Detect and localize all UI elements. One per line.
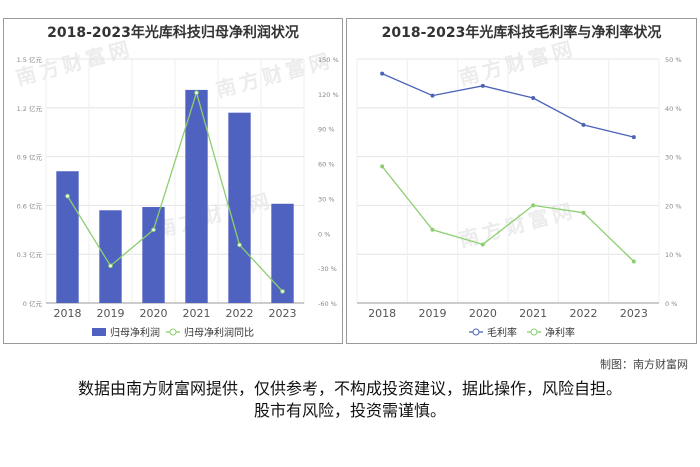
series-line	[381, 73, 634, 138]
y-right-tick-label: 30 %	[665, 154, 682, 162]
net-profit-chart-panel: 南方财富网 南方财富网 南方财富网 0 亿元 0.3 亿元 0.6 亿元 0.9 亿元…	[3, 18, 343, 344]
y-right-tick-label: -30 %	[318, 265, 337, 273]
legend-label: 净利率	[545, 326, 575, 339]
disclaimer-line: 股市有风险，投资需谨慎。	[253, 401, 446, 420]
y-left-tick-label: 0.9 亿元	[17, 153, 43, 162]
legend-swatch	[169, 328, 177, 336]
y-right-tick-label: 0 %	[318, 230, 330, 238]
data-point	[581, 122, 586, 127]
y-right-tick-label: 10 %	[665, 251, 682, 259]
data-point	[480, 83, 485, 88]
chart-title: 2018-2023年光库科技归母净利润状况	[47, 25, 299, 41]
x-tick-label: 2022	[226, 307, 254, 320]
x-tick-label: 2021	[519, 307, 547, 320]
legend-swatch	[92, 328, 106, 336]
data-point	[531, 96, 536, 101]
data-point	[480, 242, 485, 247]
bar	[99, 210, 122, 303]
x-tick-label: 2018	[54, 307, 82, 320]
y-left-tick-label: 0 亿元	[23, 299, 43, 308]
y-right-tick-label: 60 %	[318, 161, 335, 169]
y-right-tick-label: 150 %	[318, 56, 339, 64]
data-point	[631, 259, 636, 264]
bar	[56, 171, 79, 303]
bar	[228, 112, 251, 304]
bar	[142, 207, 165, 303]
chart-title: 2018-2023年光库科技毛利率与净利率状况	[381, 25, 662, 41]
y-right-tick-label: 40 %	[665, 105, 682, 113]
y-right-tick-label: 120 %	[318, 91, 339, 99]
x-tick-label: 2018	[368, 307, 396, 320]
yoy-series-line	[66, 90, 283, 292]
data-point	[581, 210, 586, 215]
yoy-point	[194, 90, 199, 95]
y-left-tick-label: 0.3 亿元	[17, 250, 43, 259]
y-right-tick-label: 0 %	[665, 300, 677, 308]
x-tick-label: 2019	[419, 307, 447, 320]
y-right-tick-label: 90 %	[318, 126, 335, 134]
yoy-point	[237, 242, 242, 248]
disclaimer-line: 数据由南方财富网提供，仅供参考，不构成投资建议，据此操作，风险自担。	[77, 379, 622, 398]
x-tick-label: 2020	[469, 307, 497, 320]
x-tick-label: 2022	[570, 307, 598, 320]
x-tick-label: 2023	[620, 307, 648, 320]
x-tick-label: 2021	[183, 307, 211, 320]
margin-chart-panel: 南方财富网 南方财富网 0 % 10 % 20 % 30 % 40 % 50 % 2018 2…	[346, 18, 697, 344]
data-point	[380, 164, 385, 169]
data-point	[531, 203, 536, 208]
data-point	[631, 135, 636, 140]
credit-label: 制图：南方财富网	[600, 358, 688, 371]
y-right-tick-label: 50 %	[665, 56, 682, 64]
legend-label: 归母净利润	[110, 326, 160, 339]
series-line	[381, 165, 635, 262]
net-profit-chart: 0 亿元 0.3 亿元 0.6 亿元 0.9 亿元 1.2 亿元 1.5 亿元 -60 % -…	[17, 55, 339, 339]
x-tick-label: 2020	[140, 307, 168, 320]
margin-chart: 0 % 10 % 20 % 30 % 40 % 50 % 2018 2019 2020 2021 2…	[356, 56, 682, 339]
x-tick-label: 2019	[97, 307, 125, 320]
disclaimer: 数据由南方财富网提供，仅供参考，不构成投资建议，据此操作，风险自担。 股市有风险…	[0, 378, 700, 422]
data-point	[380, 71, 385, 76]
yoy-point	[151, 227, 156, 233]
yoy-point	[108, 263, 113, 269]
y-left-tick-label: 1.2 亿元	[17, 104, 43, 113]
yoy-point	[280, 289, 285, 294]
bar	[271, 203, 294, 303]
y-left-tick-label: 0.6 亿元	[17, 201, 43, 210]
y-right-tick-label: -60 %	[318, 300, 337, 308]
bar	[185, 89, 208, 303]
legend-swatch	[472, 328, 480, 336]
y-left-tick-label: 1.5 亿元	[17, 55, 43, 64]
legend-label: 归母净利润同比	[184, 326, 254, 339]
y-right-tick-label: 20 %	[665, 202, 682, 210]
yoy-point	[65, 193, 70, 199]
data-point	[430, 227, 435, 232]
data-point	[430, 93, 435, 98]
x-tick-label: 2023	[269, 307, 297, 320]
legend-swatch	[530, 328, 538, 336]
legend-label: 毛利率	[487, 326, 517, 339]
y-right-tick-label: 30 %	[318, 195, 335, 203]
